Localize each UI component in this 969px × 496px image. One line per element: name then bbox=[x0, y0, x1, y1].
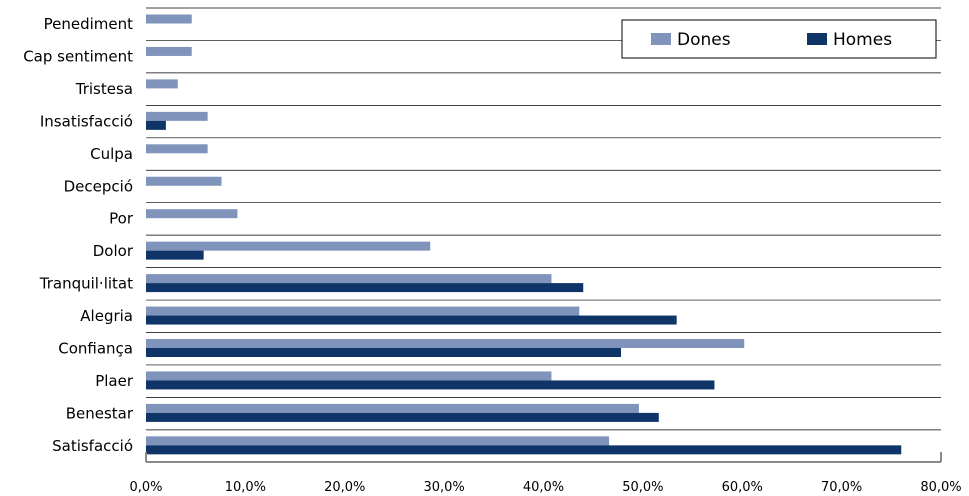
x-tick-label: 20,0% bbox=[324, 480, 365, 495]
category-labels: Penediment Cap sentiment Tristesa Insatisfa… bbox=[23, 15, 134, 455]
category-label-penediment: Penediment bbox=[44, 15, 134, 33]
bar-dones-insatisfaccio bbox=[146, 111, 208, 121]
category-label-plaer: Plaer bbox=[95, 372, 134, 390]
category-label-alegria: Alegria bbox=[80, 307, 133, 325]
category-label-culpa: Culpa bbox=[90, 145, 133, 163]
x-tick-label: 60,0% bbox=[722, 480, 763, 495]
bar-homes-benestar bbox=[146, 412, 659, 422]
category-label-dolor: Dolor bbox=[93, 242, 134, 260]
legend-label-homes: Homes bbox=[833, 30, 892, 50]
bar-dones-satisfaccio bbox=[146, 436, 610, 446]
x-tick-label: 40,0% bbox=[523, 480, 564, 495]
category-label-tristesa: Tristesa bbox=[75, 80, 133, 98]
bar-dones-cap-sentiment bbox=[146, 46, 192, 56]
legend: Dones Homes bbox=[621, 19, 937, 59]
category-label-decepcio: Decepció bbox=[64, 177, 133, 195]
category-label-insatisfaccio: Insatisfacció bbox=[40, 112, 133, 130]
bar-dones-alegria bbox=[146, 306, 580, 316]
bar-dones-decepcio bbox=[146, 176, 222, 186]
bar-homes-insatisfaccio bbox=[146, 120, 166, 130]
category-label-cap-sentiment: Cap sentiment bbox=[23, 47, 133, 65]
bar-homes-confianca bbox=[146, 348, 622, 357]
bar-homes-satisfaccio bbox=[146, 445, 902, 455]
bars bbox=[146, 14, 902, 455]
x-tick-label: 0,0% bbox=[129, 480, 162, 495]
legend-swatch-dones bbox=[651, 33, 671, 45]
category-label-tranquil-litat: Tranquil·litat bbox=[39, 275, 133, 293]
bar-dones-confianca bbox=[146, 339, 745, 348]
bar-homes-plaer bbox=[146, 380, 715, 390]
bar-homes-alegria bbox=[146, 315, 677, 325]
bar-dones-tristesa bbox=[146, 79, 178, 89]
category-label-benestar: Benestar bbox=[66, 404, 134, 422]
bar-dones-plaer bbox=[146, 371, 552, 381]
legend-label-dones: Dones bbox=[677, 30, 731, 50]
bar-homes-dolor bbox=[146, 250, 204, 260]
gridlines bbox=[146, 7, 941, 463]
legend-box bbox=[621, 19, 937, 59]
x-tick-label: 50,0% bbox=[622, 480, 663, 495]
x-tick-label: 10,0% bbox=[225, 480, 266, 495]
x-tick-label: 30,0% bbox=[423, 480, 464, 495]
bar-dones-dolor bbox=[146, 241, 431, 251]
bar-dones-por bbox=[146, 209, 238, 219]
x-tick-label: 70,0% bbox=[821, 480, 862, 495]
x-axis bbox=[145, 452, 942, 463]
bar-dones-culpa bbox=[146, 144, 208, 154]
bar-dones-tranquil-litat bbox=[146, 274, 552, 284]
bar-dones-benestar bbox=[146, 403, 639, 413]
bar-dones-penediment bbox=[146, 14, 192, 24]
category-label-satisfaccio: Satisfacció bbox=[52, 437, 133, 455]
legend-swatch-homes bbox=[807, 33, 827, 45]
category-label-por: Por bbox=[109, 210, 134, 228]
x-tick-labels: 0,0% 10,0% 20,0% 30,0% 40,0% 50,0% 60,0% 70,0% 8… bbox=[129, 480, 961, 495]
bar-homes-tranquil-litat bbox=[146, 283, 584, 293]
category-label-confianca: Confiança bbox=[58, 340, 133, 358]
x-tick-label: 80,0% bbox=[920, 480, 961, 495]
